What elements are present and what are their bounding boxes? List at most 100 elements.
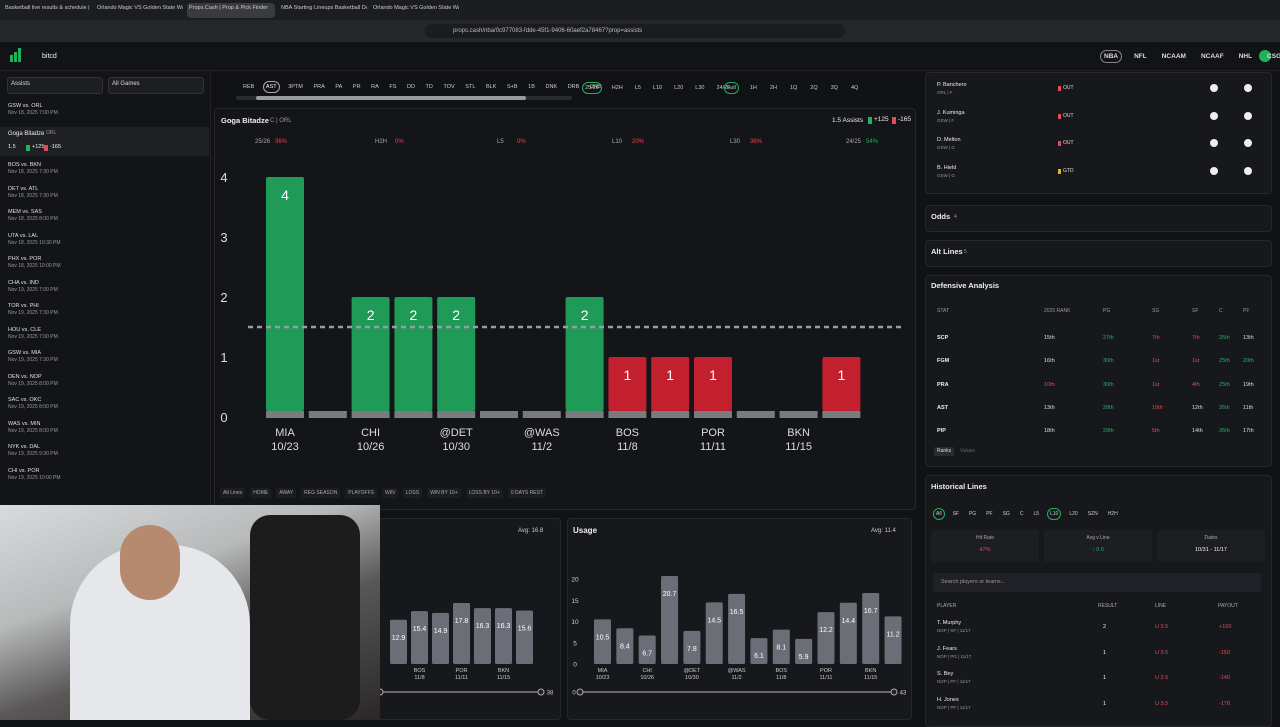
historical-tab[interactable]: H2H: [1107, 511, 1118, 517]
stat-tab[interactable]: TD: [425, 84, 433, 90]
stat-tab[interactable]: DRB: [567, 84, 580, 90]
historical-tab[interactable]: L10: [1047, 508, 1062, 520]
half-tab[interactable]: 2H: [769, 85, 777, 91]
section-title[interactable]: Alt Lines: [931, 247, 963, 256]
stat-tab[interactable]: RA: [371, 84, 379, 90]
half-tab[interactable]: 4Q: [850, 85, 859, 91]
filter-button[interactable]: Alt Lines: [220, 488, 246, 498]
add-button[interactable]: [1210, 84, 1218, 92]
x-tick-date: 10/30: [442, 441, 470, 453]
game-teams[interactable]: BOS vs. BKN: [8, 162, 42, 168]
historical-tab[interactable]: All: [933, 508, 945, 520]
stat-tab[interactable]: PR: [352, 84, 361, 90]
browser-tab[interactable]: Orlando Magic VS Golden State War: [373, 5, 459, 11]
filter-button[interactable]: AWAY: [276, 488, 297, 498]
historical-tab[interactable]: L5: [1033, 511, 1039, 517]
browser-tab[interactable]: NBA Starting Lineups Basketball Da: [281, 5, 367, 11]
half-tab[interactable]: 1Q: [789, 85, 798, 91]
defense-panel: [925, 275, 1272, 467]
league-tab[interactable]: NCAAF: [1200, 53, 1224, 60]
avatar[interactable]: [1259, 50, 1271, 62]
period-tab[interactable]: 25/26: [582, 82, 602, 94]
section-title[interactable]: Odds: [931, 212, 951, 221]
game-teams[interactable]: UTA vs. LAL: [8, 232, 39, 239]
historical-tab[interactable]: PG: [968, 511, 977, 517]
historical-tab[interactable]: PF: [986, 511, 993, 517]
add-button[interactable]: [1210, 111, 1218, 120]
game-teams[interactable]: DEN vs. NOP: [8, 373, 42, 380]
historical-tab[interactable]: SF: [952, 511, 959, 517]
league-tab[interactable]: NHL: [1238, 53, 1253, 60]
game-teams[interactable]: CHI vs. POR: [8, 467, 40, 474]
stat-tab[interactable]: 3PTM: [288, 84, 303, 90]
add-button[interactable]: [1210, 139, 1218, 147]
period-tab[interactable]: 24/25: [716, 85, 731, 91]
filter-button[interactable]: HOME: [250, 488, 272, 498]
selected-row[interactable]: [0, 127, 209, 156]
filter-button[interactable]: LOSS: [402, 488, 423, 498]
browser-tab[interactable]: Props.Cash | Prop & Pick Finder: [187, 3, 275, 18]
add-button[interactable]: [1244, 111, 1252, 120]
search-box[interactable]: [933, 573, 1261, 592]
game-teams[interactable]: CHA vs. IND: [8, 279, 39, 286]
game-teams[interactable]: HOU vs. CLE: [8, 326, 42, 333]
filter-select[interactable]: All Games: [108, 77, 204, 94]
game-teams[interactable]: SAC vs. OKC: [8, 397, 42, 403]
filter-button[interactable]: WIN BY 10+: [427, 488, 461, 498]
period-tab[interactable]: H2H: [611, 85, 623, 91]
add-button[interactable]: [1210, 166, 1218, 175]
game-teams[interactable]: MEM vs. SAS: [8, 209, 42, 215]
historical-tab[interactable]: SZN: [1087, 511, 1098, 517]
add-button[interactable]: [1244, 139, 1252, 147]
league-tab[interactable]: CSGO: [1267, 53, 1280, 60]
add-button[interactable]: [1244, 84, 1252, 92]
league-tab[interactable]: NCAAM: [1161, 53, 1186, 60]
browser-tab[interactable]: Basketball live results & schedule | S: [5, 5, 91, 11]
game-teams[interactable]: PHX vs. POR: [8, 256, 42, 262]
add-button[interactable]: [1244, 166, 1252, 175]
stat-tab[interactable]: STL: [465, 84, 476, 90]
filter-button[interactable]: PLAYOFFS: [345, 488, 377, 498]
historical-tab[interactable]: C: [1019, 511, 1024, 517]
period-tab[interactable]: L20: [674, 85, 684, 91]
half-tab[interactable]: 1H: [749, 85, 757, 91]
game-teams[interactable]: NYK vs. DAL: [8, 444, 41, 450]
half-tab[interactable]: 3Q: [830, 85, 838, 91]
filter-button[interactable]: REG SEASON: [301, 488, 341, 498]
browser-tab[interactable]: Orlando Magic VS Golden State War: [97, 5, 183, 11]
stat-tab[interactable]: PRA: [313, 84, 325, 90]
historical-tab[interactable]: L20: [1069, 511, 1078, 517]
game-teams[interactable]: GSW vs. MIA: [8, 350, 41, 356]
league-tab[interactable]: NFL: [1134, 53, 1147, 60]
defense-cell: 1st: [1152, 381, 1160, 388]
filter-button[interactable]: WIN: [382, 488, 398, 498]
stat-tab[interactable]: BLK: [485, 84, 497, 90]
half-tab[interactable]: 2Q: [810, 85, 818, 91]
defense-toggle[interactable]: Ranks: [934, 447, 955, 456]
injury-status: GTD: [1058, 168, 1074, 174]
stat-tab[interactable]: PA: [335, 84, 343, 90]
defense-toggle[interactable]: Values: [960, 448, 975, 454]
stat-tab[interactable]: TOV: [443, 84, 455, 90]
filter-select[interactable]: Assists: [7, 77, 103, 94]
period-tab[interactable]: L30: [695, 85, 705, 91]
stat-tab[interactable]: AST: [262, 81, 280, 93]
stat-tab[interactable]: REB: [243, 84, 255, 90]
filter-button[interactable]: LOSS BY 10+: [465, 488, 503, 498]
league-tab[interactable]: NBA: [1100, 50, 1123, 63]
game-teams[interactable]: WAS vs. MIN: [8, 420, 41, 427]
stat-tab[interactable]: 1B: [528, 84, 535, 90]
stat-tab[interactable]: DD: [407, 84, 415, 90]
game-teams[interactable]: DET vs. ATL: [8, 185, 39, 192]
historical-tab[interactable]: SG: [1002, 511, 1010, 517]
filter-button[interactable]: 0 DAYS REST: [507, 488, 546, 498]
stat-tab[interactable]: FS: [389, 84, 397, 90]
period-tab[interactable]: L10: [652, 85, 663, 91]
url-field[interactable]: [425, 24, 845, 38]
game-teams[interactable]: TOR vs. PHI: [8, 303, 39, 309]
period-tab[interactable]: L5: [634, 85, 641, 91]
half-tab[interactable]: Full: [724, 82, 739, 94]
stat-tab[interactable]: S+B: [506, 84, 518, 90]
stat-tab[interactable]: DNK: [545, 84, 558, 90]
game-teams[interactable]: GSW vs. ORL: [8, 103, 43, 109]
